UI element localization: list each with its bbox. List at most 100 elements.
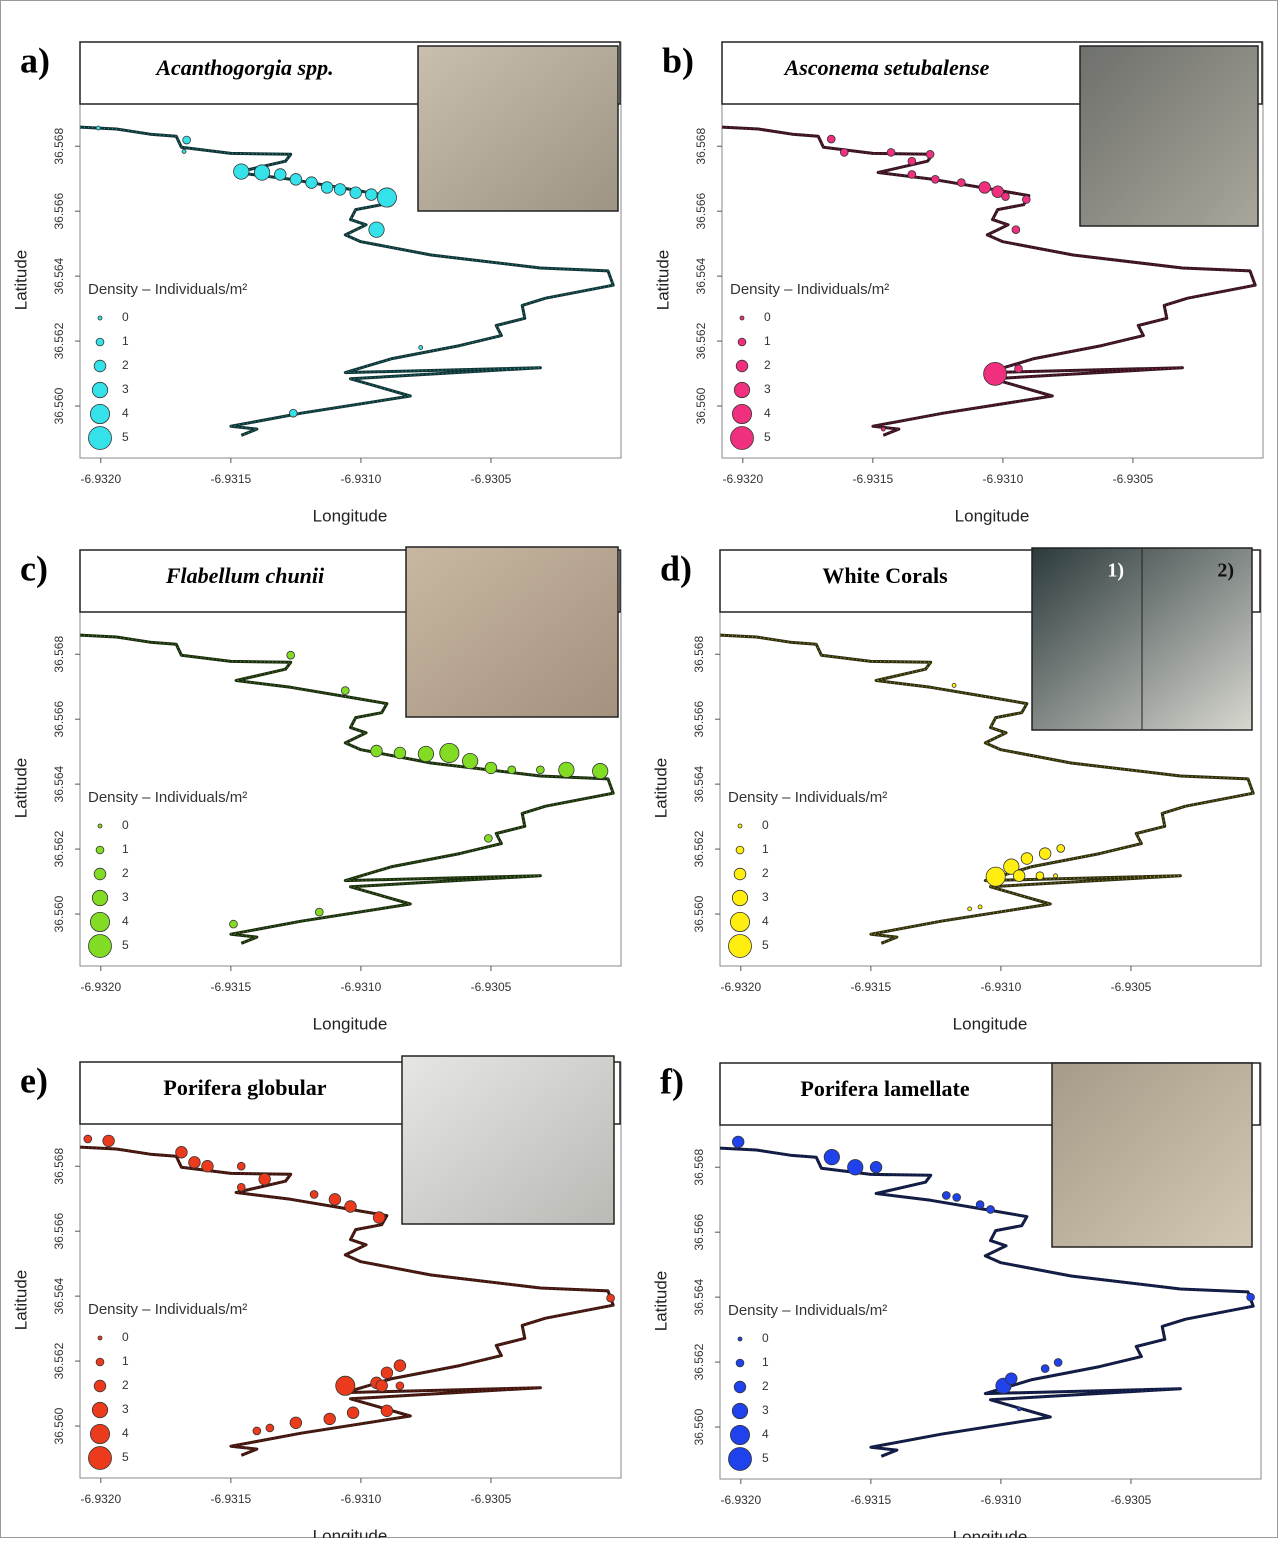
density-bubble	[341, 687, 349, 695]
legend-label: 2	[762, 866, 769, 880]
density-bubble	[536, 766, 544, 774]
photo-inset	[1052, 1063, 1252, 1247]
density-bubble	[315, 908, 323, 916]
legend-bubble	[734, 382, 749, 397]
legend-label: 0	[122, 310, 129, 324]
y-axis-label: Latitude	[11, 1270, 30, 1331]
density-bubble	[952, 683, 956, 687]
x-axis-label: Longitude	[953, 1014, 1028, 1033]
density-bubble	[908, 157, 916, 165]
legend-label: 2	[122, 1378, 129, 1392]
legend-label: 5	[762, 1451, 769, 1465]
density-bubble	[824, 1149, 839, 1164]
legend-label: 4	[122, 1426, 129, 1440]
legend-bubble	[734, 868, 746, 880]
density-bubble	[259, 1173, 271, 1185]
legend-label: 4	[762, 914, 769, 928]
panel-title: Porifera globular	[163, 1075, 326, 1100]
density-bubble	[881, 427, 885, 431]
panel-title: Acanthogorgia spp.	[154, 55, 333, 80]
legend-bubble	[89, 935, 112, 958]
density-bubble	[1013, 870, 1025, 882]
legend-title: Density – Individuals/m²	[730, 281, 889, 298]
legend-label: 3	[762, 890, 769, 904]
legend-bubble	[732, 404, 751, 423]
x-tick-label: -6.9310	[341, 472, 382, 486]
y-tick-label: 36.560	[52, 387, 66, 424]
legend-title: Density – Individuals/m²	[88, 1301, 247, 1318]
photo-inset	[418, 46, 618, 211]
density-bubble	[176, 1146, 188, 1158]
x-tick-label: -6.9305	[1111, 1493, 1152, 1507]
density-bubble	[329, 1194, 341, 1206]
y-tick-label: 36.562	[692, 830, 706, 867]
legend-label: 5	[764, 430, 771, 444]
x-axis-label: Longitude	[955, 506, 1030, 525]
legend-bubble	[729, 1448, 752, 1471]
panel-label: d)	[660, 548, 692, 588]
density-bubble	[336, 1376, 355, 1395]
legend-bubble	[89, 427, 112, 450]
legend-bubble	[738, 338, 746, 346]
legend-bubble	[730, 1425, 749, 1444]
density-bubble	[266, 1424, 274, 1432]
density-bubble	[253, 1427, 261, 1435]
density-bubble	[957, 179, 965, 187]
legend-bubble	[96, 1358, 104, 1366]
y-tick-label: 36.560	[52, 1407, 66, 1444]
x-tick-label: -6.9310	[341, 1492, 382, 1506]
density-bubble	[306, 177, 318, 189]
legend-label: 4	[764, 406, 771, 420]
density-bubble	[237, 1162, 245, 1170]
density-bubble	[371, 745, 383, 757]
density-bubble	[381, 1367, 393, 1379]
density-bubble	[290, 1417, 302, 1429]
legend-label: 3	[122, 1402, 129, 1416]
density-bubble	[462, 753, 477, 768]
y-tick-label: 36.560	[692, 1408, 706, 1445]
panel-label: c)	[20, 548, 48, 588]
legend-bubble	[738, 1337, 742, 1341]
legend-label: 1	[122, 1354, 129, 1368]
legend-bubble	[729, 935, 752, 958]
x-tick-label: -6.9305	[1113, 472, 1154, 486]
legend-title: Density – Individuals/m²	[728, 1302, 887, 1319]
y-tick-label: 36.566	[694, 192, 708, 229]
density-bubble	[381, 1405, 393, 1417]
x-tick-label: -6.9320	[720, 980, 761, 994]
x-tick-label: -6.9320	[722, 472, 763, 486]
density-bubble	[183, 136, 191, 144]
x-tick-label: -6.9305	[471, 980, 512, 994]
panel: f)Porifera lamellate-6.9320-6.9315-6.931…	[651, 1061, 1261, 1538]
density-bubble	[848, 1160, 863, 1175]
legend-bubble	[94, 1380, 106, 1392]
x-tick-label: -6.9315	[853, 472, 894, 486]
inset-label: 1)	[1107, 560, 1124, 582]
y-tick-label: 36.566	[52, 700, 66, 737]
legend-bubble	[736, 1359, 744, 1367]
density-bubble	[1022, 196, 1030, 204]
density-bubble	[732, 1136, 744, 1148]
y-tick-label: 36.562	[52, 830, 66, 867]
density-bubble	[418, 746, 433, 761]
density-bubble	[394, 1360, 406, 1372]
legend-bubble	[94, 360, 106, 372]
y-tick-label: 36.562	[694, 322, 708, 359]
legend-bubble	[738, 824, 742, 828]
legend-label: 0	[762, 1331, 769, 1345]
density-bubble	[887, 148, 895, 156]
density-bubble	[968, 907, 972, 911]
y-tick-label: 36.564	[52, 1277, 66, 1314]
x-tick-label: -6.9320	[80, 1492, 121, 1506]
density-bubble	[274, 169, 286, 181]
y-tick-label: 36.568	[694, 128, 708, 165]
legend-label: 0	[762, 818, 769, 832]
legend-label: 5	[122, 938, 129, 952]
density-bubble	[202, 1160, 214, 1172]
density-bubble	[908, 171, 916, 179]
density-bubble	[230, 920, 238, 928]
y-tick-label: 36.560	[52, 895, 66, 932]
legend-bubble	[98, 316, 102, 320]
y-tick-label: 36.560	[694, 387, 708, 424]
legend-title: Density – Individuals/m²	[728, 789, 887, 806]
